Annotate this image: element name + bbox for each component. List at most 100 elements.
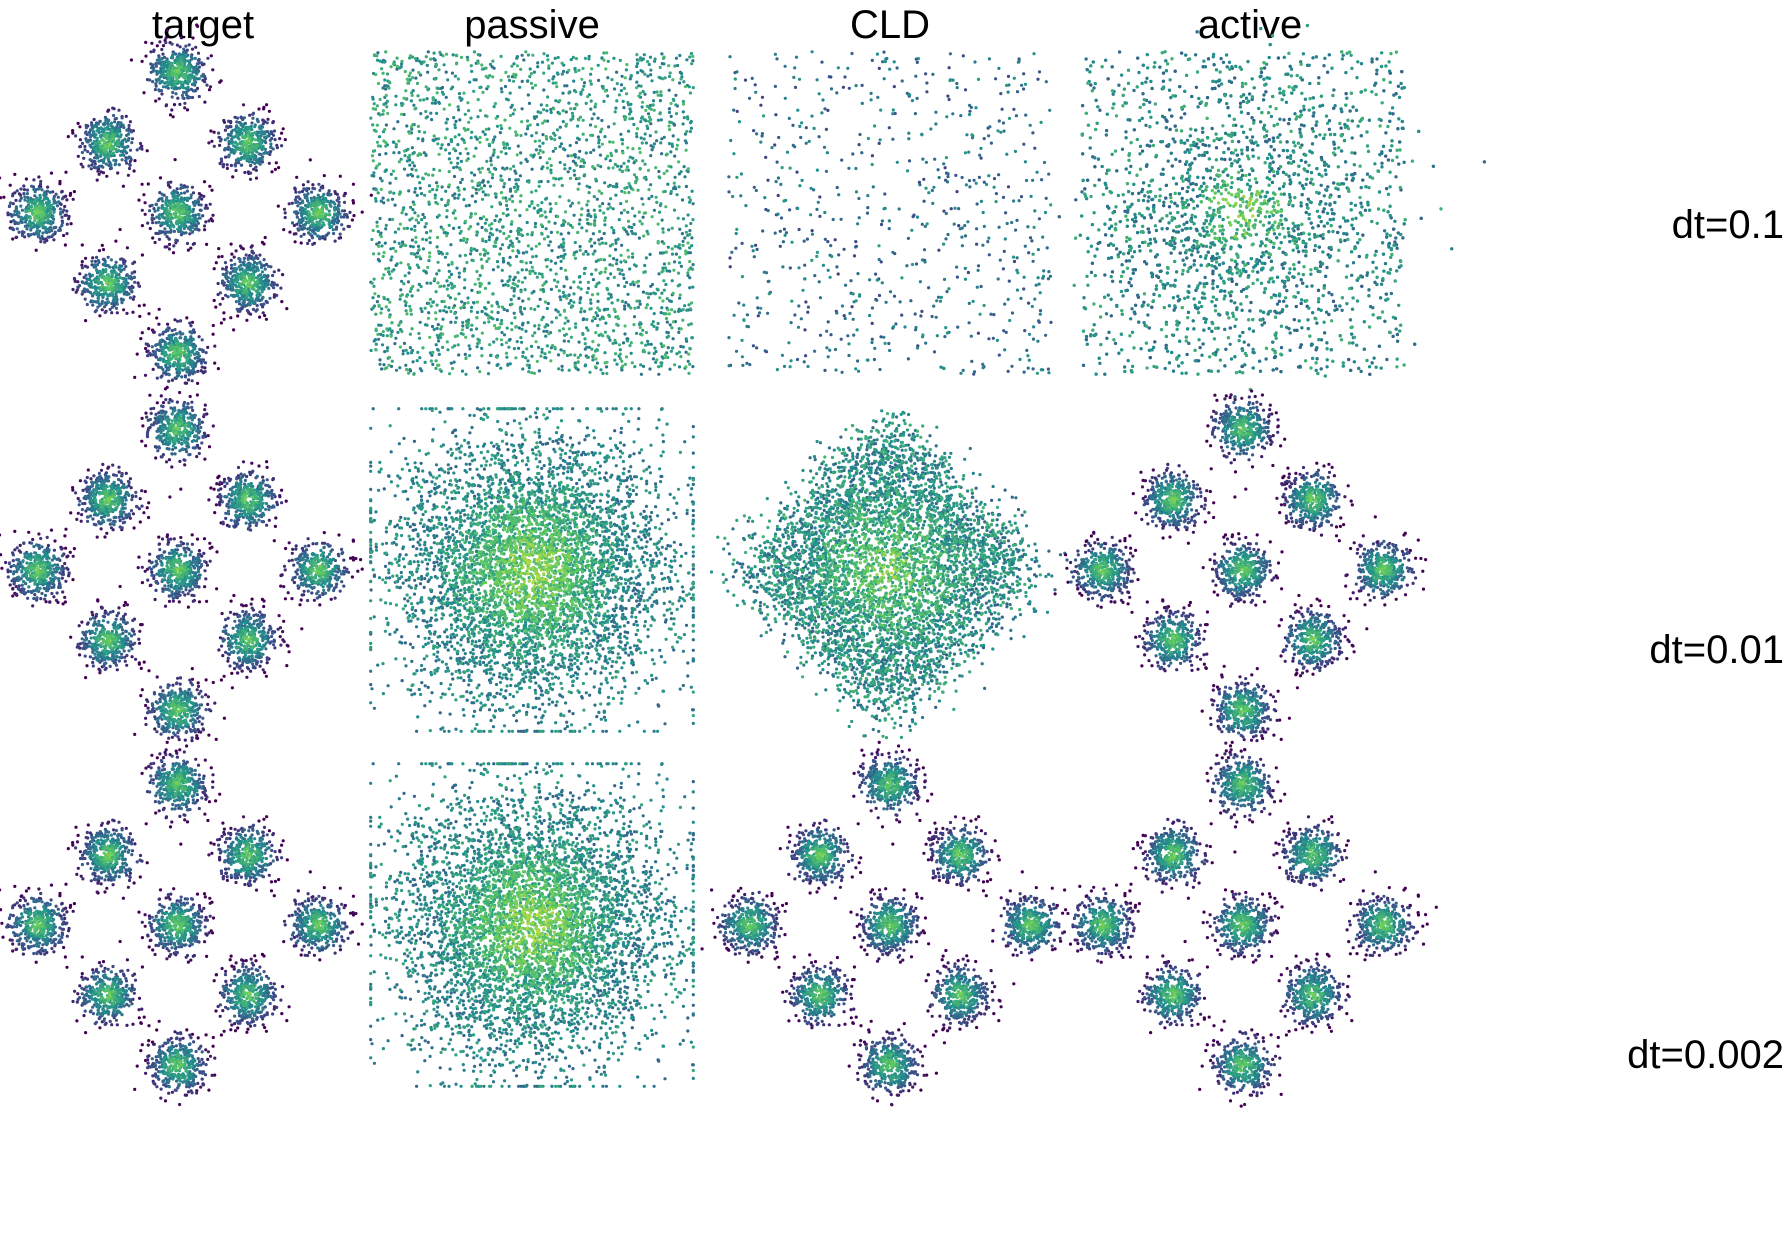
scatter-point: [80, 150, 84, 155]
scatter-point: [168, 82, 172, 86]
scatter-point: [541, 315, 545, 319]
scatter-point: [120, 301, 124, 305]
scatter-point: [210, 139, 214, 143]
scatter-point: [173, 349, 177, 353]
scatter-point: [407, 189, 411, 193]
scatter-point: [172, 345, 176, 349]
scatter-point: [582, 317, 586, 321]
scatter-point: [263, 135, 267, 139]
scatter-point: [144, 54, 148, 58]
scatter-point: [434, 343, 438, 347]
scatter-point: [565, 84, 569, 88]
scatter-point: [644, 256, 648, 260]
scatter-point: [190, 379, 194, 383]
scatter-point: [649, 183, 653, 187]
scatter-point: [674, 56, 678, 60]
scatter-point: [146, 342, 150, 347]
scatter-point: [190, 350, 194, 354]
scatter-point: [242, 128, 247, 133]
scatter-point: [105, 174, 109, 178]
scatter-point: [33, 190, 37, 194]
scatter-point: [312, 223, 317, 227]
scatter-point: [545, 109, 549, 113]
scatter-point: [495, 228, 499, 232]
scatter-point: [95, 255, 99, 259]
scatter-point: [599, 130, 603, 134]
scatter-point: [383, 84, 387, 88]
scatter-point: [182, 73, 186, 77]
scatter-point: [427, 259, 431, 263]
scatter-point: [195, 350, 199, 354]
scatter-point: [656, 118, 660, 122]
scatter-point: [184, 44, 188, 48]
scatter-point: [376, 51, 380, 55]
scatter-point: [107, 108, 111, 112]
scatter-point: [470, 171, 474, 175]
scatter-point: [157, 348, 161, 353]
scatter-point: [488, 184, 492, 188]
scatter-point: [189, 335, 193, 339]
scatter-point: [158, 358, 162, 362]
scatter-point: [502, 333, 507, 337]
scatter-point: [546, 179, 550, 184]
scatter-point: [181, 332, 185, 336]
scatter-point: [662, 135, 666, 139]
scatter-point: [173, 158, 177, 162]
scatter-point: [230, 263, 234, 267]
scatter-point: [164, 36, 168, 40]
scatter-point: [384, 152, 388, 156]
scatter-point: [176, 368, 180, 372]
scatter-point: [566, 154, 570, 158]
scatter-point: [185, 358, 189, 362]
scatter-point: [234, 276, 238, 280]
scatter-point: [25, 192, 29, 196]
scatter-point: [287, 202, 291, 206]
scatter-point: [369, 348, 373, 353]
scatter-point: [444, 310, 449, 314]
scatter-point: [259, 303, 263, 307]
scatter-point: [104, 268, 108, 272]
scatter-point: [671, 337, 675, 341]
scatter-point: [165, 207, 169, 211]
scatter-point: [197, 335, 201, 339]
scatter-point: [133, 159, 137, 163]
scatter-point: [569, 58, 573, 62]
scatter-point: [578, 280, 582, 284]
scatter-point: [612, 56, 616, 60]
scatter-point: [220, 279, 225, 283]
scatter-point: [323, 212, 328, 216]
scatter-point: [187, 342, 191, 346]
scatter-point: [657, 169, 661, 174]
scatter-point: [516, 185, 520, 189]
scatter-point: [306, 180, 310, 184]
scatter-point: [652, 351, 656, 356]
scatter-point: [23, 195, 27, 199]
scatter-point: [251, 116, 255, 120]
scatter-point: [89, 279, 93, 283]
scatter-point: [184, 347, 189, 351]
scatter-point: [606, 307, 610, 311]
scatter-point: [108, 279, 112, 283]
scatter-point: [675, 352, 679, 356]
scatter-point: [383, 78, 387, 82]
scatter-point: [161, 85, 166, 89]
scatter-point: [417, 265, 421, 270]
scatter-point: [559, 142, 564, 146]
scatter-point: [399, 288, 403, 292]
scatter-point: [557, 245, 561, 249]
scatter-point: [91, 299, 95, 303]
scatter-point: [114, 306, 118, 310]
scatter-point: [439, 86, 443, 91]
scatter-point: [167, 355, 171, 359]
scatter-point: [500, 343, 504, 347]
scatter-point: [510, 103, 514, 107]
scatter-point: [71, 287, 75, 292]
scatter-point: [342, 194, 346, 198]
scatter-point: [257, 107, 261, 111]
scatter-point: [95, 129, 99, 133]
scatter-point: [469, 136, 473, 140]
scatter-point: [540, 347, 544, 351]
scatter-point: [630, 225, 634, 230]
scatter-point: [103, 310, 107, 315]
scatter-point: [119, 269, 123, 274]
